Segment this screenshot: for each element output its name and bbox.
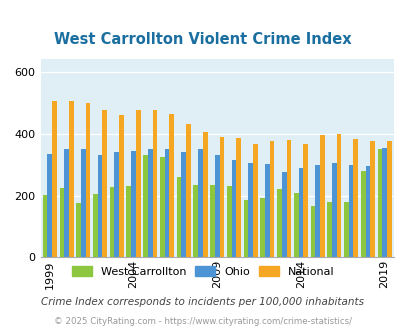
Bar bbox=[98, 155, 102, 257]
Legend: West Carrollton, Ohio, National: West Carrollton, Ohio, National bbox=[68, 262, 337, 280]
Bar bbox=[202, 132, 207, 257]
Bar bbox=[252, 145, 257, 257]
Bar bbox=[64, 149, 69, 257]
Bar bbox=[336, 134, 341, 257]
Bar bbox=[248, 163, 252, 257]
Bar bbox=[303, 145, 307, 257]
Bar bbox=[143, 155, 147, 257]
Bar bbox=[81, 149, 85, 257]
Bar bbox=[231, 160, 236, 257]
Bar bbox=[152, 111, 157, 257]
Bar bbox=[298, 168, 303, 257]
Bar bbox=[226, 186, 231, 257]
Text: Crime Index corresponds to incidents per 100,000 inhabitants: Crime Index corresponds to incidents per… bbox=[41, 297, 364, 307]
Bar bbox=[260, 198, 264, 257]
Bar bbox=[176, 177, 181, 257]
Bar bbox=[382, 148, 386, 257]
Bar bbox=[126, 186, 131, 257]
Bar bbox=[185, 124, 190, 257]
Bar bbox=[47, 154, 52, 257]
Bar bbox=[210, 185, 214, 257]
Text: West Carrollton Violent Crime Index: West Carrollton Violent Crime Index bbox=[54, 32, 351, 47]
Bar bbox=[198, 149, 202, 257]
Bar bbox=[109, 187, 114, 257]
Bar bbox=[269, 141, 274, 257]
Bar bbox=[326, 202, 331, 257]
Bar bbox=[364, 166, 369, 257]
Bar bbox=[60, 188, 64, 257]
Bar bbox=[219, 137, 224, 257]
Bar bbox=[52, 101, 57, 257]
Bar bbox=[169, 114, 174, 257]
Bar bbox=[76, 203, 81, 257]
Bar bbox=[102, 111, 107, 257]
Bar bbox=[193, 185, 198, 257]
Bar bbox=[264, 164, 269, 257]
Bar bbox=[214, 155, 219, 257]
Bar bbox=[360, 171, 364, 257]
Bar bbox=[136, 111, 140, 257]
Bar bbox=[377, 149, 382, 257]
Bar bbox=[85, 103, 90, 257]
Bar bbox=[343, 202, 348, 257]
Bar bbox=[353, 139, 357, 257]
Bar bbox=[315, 165, 319, 257]
Bar bbox=[164, 149, 169, 257]
Bar bbox=[293, 193, 298, 257]
Bar bbox=[319, 135, 324, 257]
Bar bbox=[386, 141, 391, 257]
Bar bbox=[348, 165, 353, 257]
Bar bbox=[286, 140, 290, 257]
Bar bbox=[43, 195, 47, 257]
Bar bbox=[369, 141, 374, 257]
Bar bbox=[93, 194, 98, 257]
Text: © 2025 CityRating.com - https://www.cityrating.com/crime-statistics/: © 2025 CityRating.com - https://www.city… bbox=[54, 317, 351, 326]
Bar bbox=[281, 172, 286, 257]
Bar bbox=[277, 189, 281, 257]
Bar bbox=[69, 101, 73, 257]
Bar bbox=[147, 149, 152, 257]
Bar bbox=[119, 115, 124, 257]
Bar bbox=[243, 200, 248, 257]
Bar bbox=[331, 163, 336, 257]
Bar bbox=[310, 206, 315, 257]
Bar bbox=[131, 151, 136, 257]
Bar bbox=[236, 138, 241, 257]
Bar bbox=[114, 152, 119, 257]
Bar bbox=[181, 152, 185, 257]
Bar bbox=[160, 157, 164, 257]
